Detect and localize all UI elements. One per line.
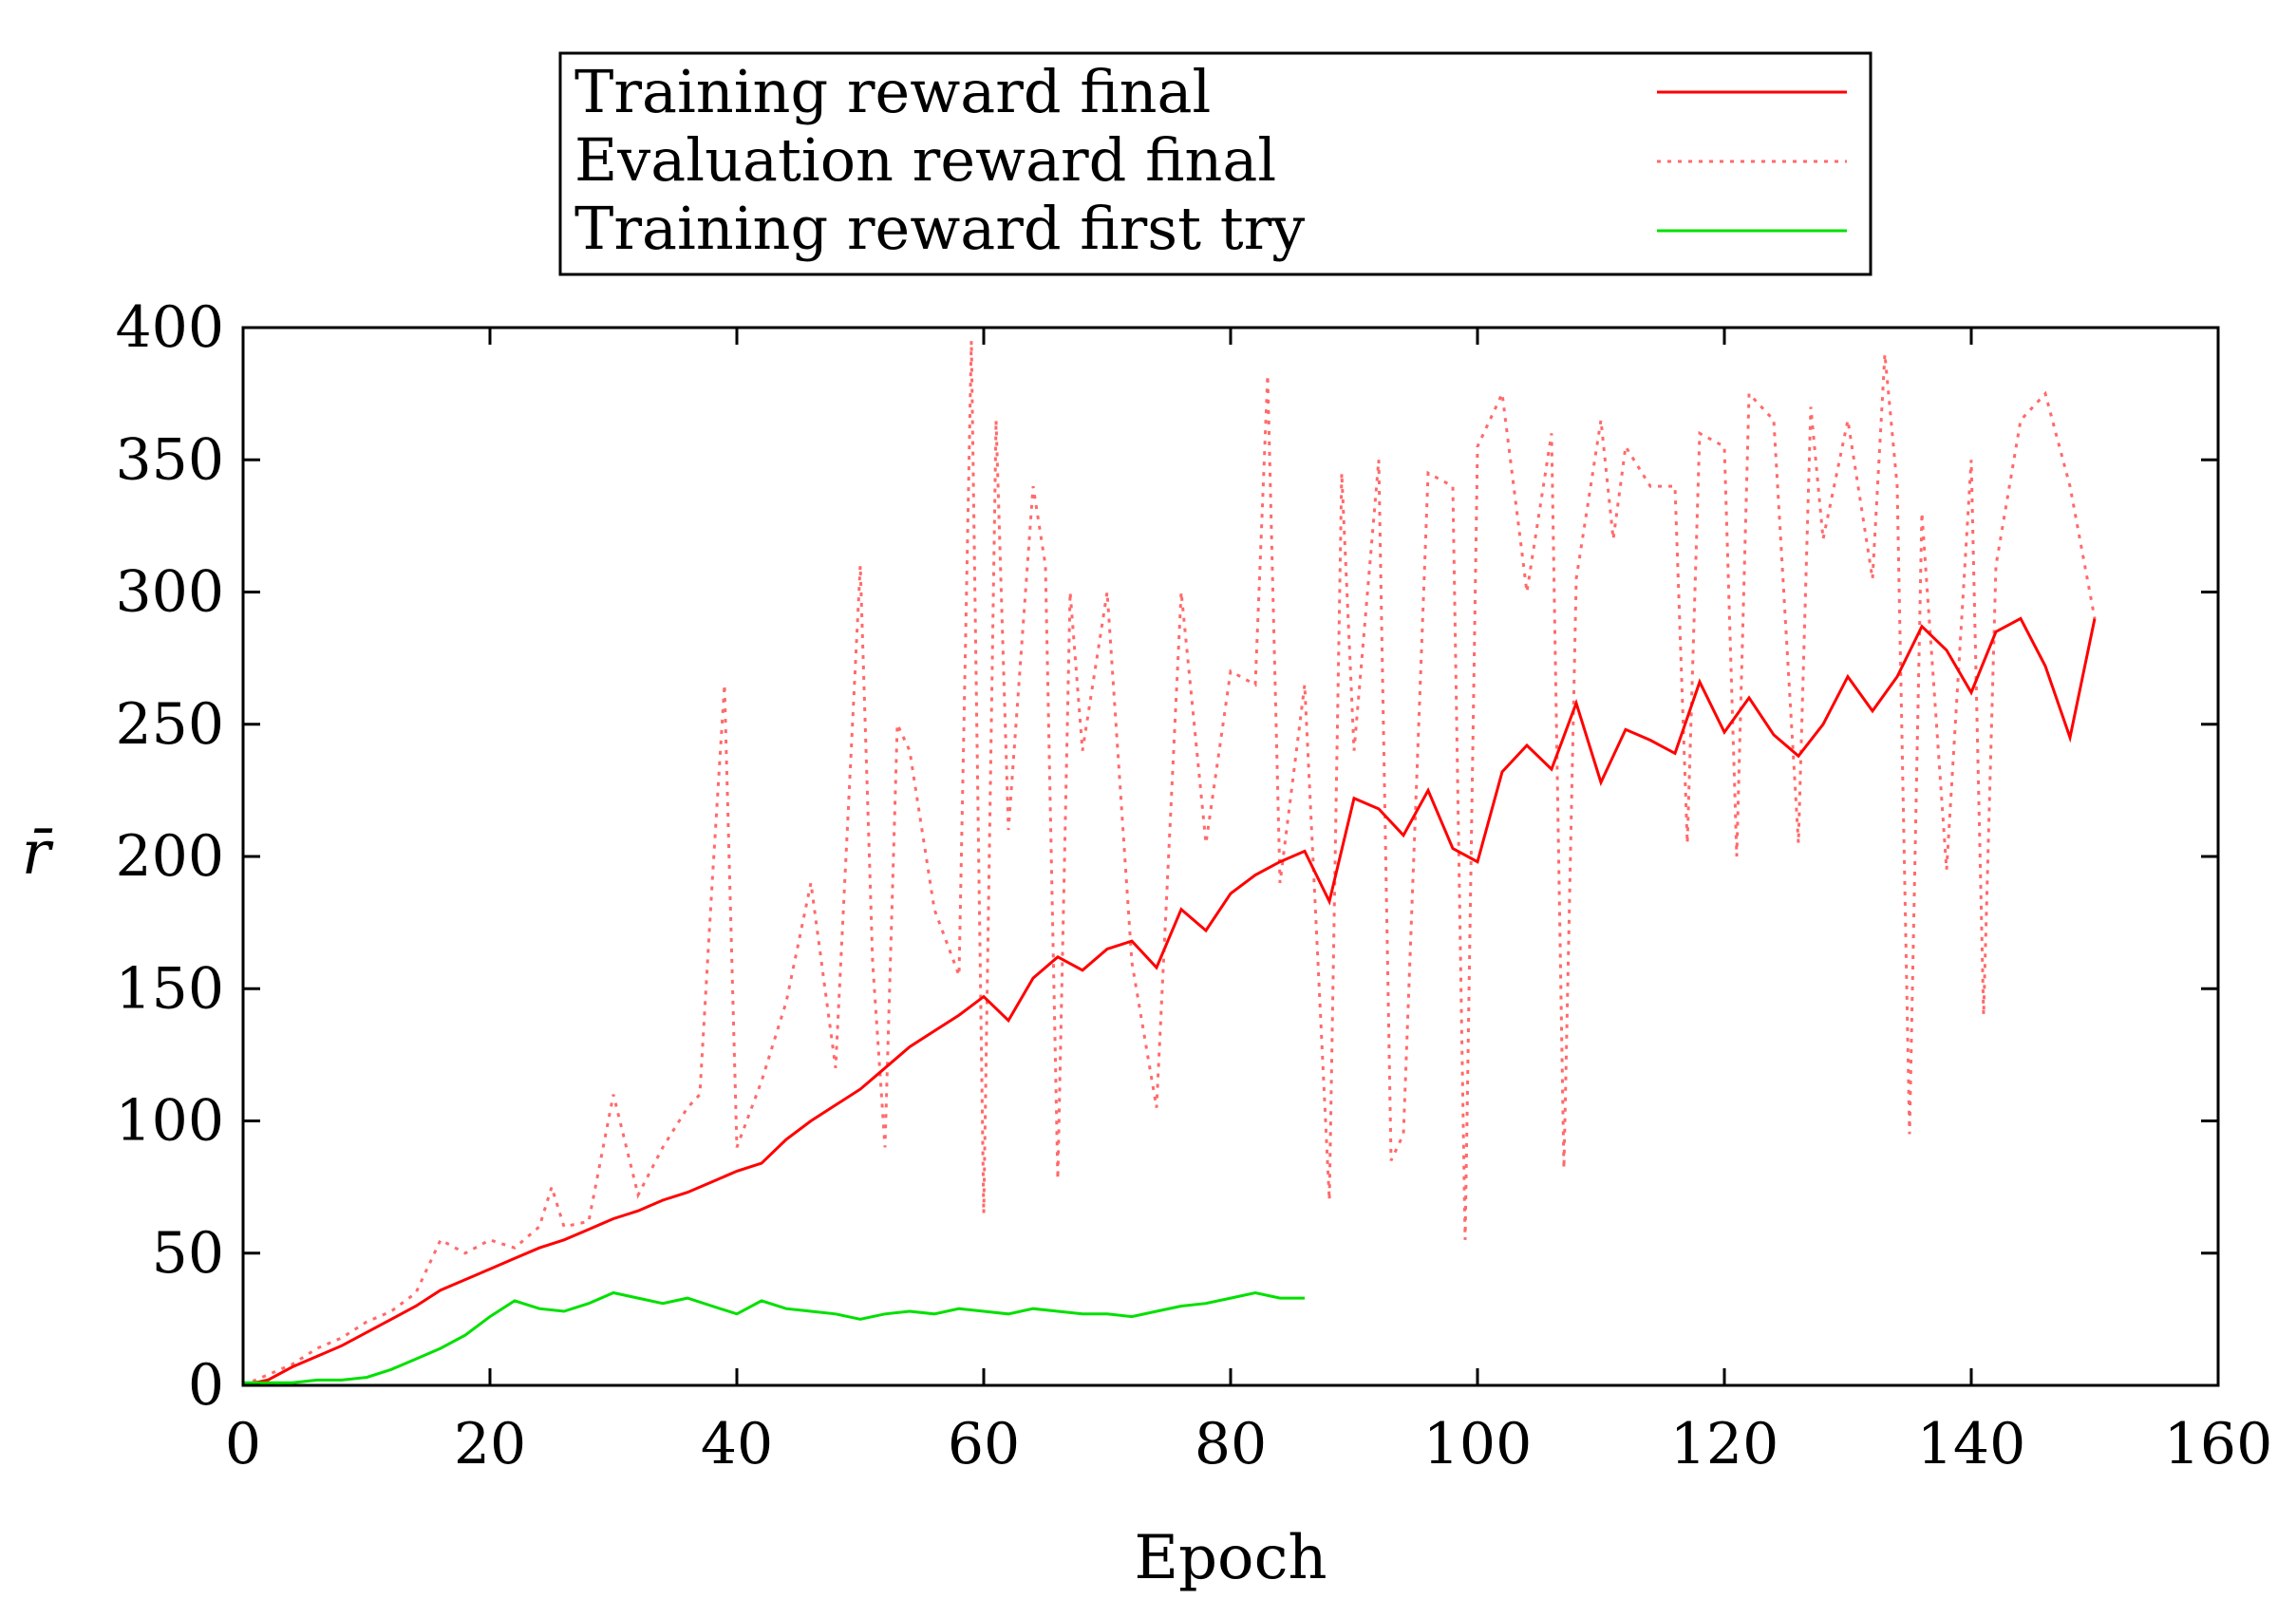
x-tick-label: 0 <box>225 1411 261 1477</box>
x-tick-label: 80 <box>1195 1411 1267 1477</box>
y-tick-label: 350 <box>115 426 224 493</box>
x-axis-label: Epoch <box>1134 1523 1327 1593</box>
x-tick-label: 160 <box>2164 1411 2273 1477</box>
series-line-evaluation-reward-final <box>242 340 2097 1387</box>
x-tick-labels: 0 20 40 60 80 100 120 140 160 <box>225 1411 2272 1477</box>
y-tick-label: 200 <box>115 823 224 890</box>
y-tick-labels: 0 50 100 150 200 250 300 350 400 <box>115 294 224 1419</box>
series-line-training-reward-first-try <box>243 1290 1305 1384</box>
legend-label-training-final: Training reward final <box>574 57 1211 126</box>
x-tick-label: 40 <box>701 1411 773 1477</box>
x-tick-label: 120 <box>1670 1411 1779 1477</box>
legend-label-evaluation-final: Evaluation reward final <box>574 125 1276 195</box>
legend-box <box>558 51 1873 276</box>
legend: Training reward final Evaluation reward … <box>558 51 1873 276</box>
y-tick-label: 400 <box>115 294 224 361</box>
plot-frame <box>241 326 2220 1387</box>
y-tick-label: 0 <box>188 1352 224 1419</box>
x-tick-label: 100 <box>1423 1411 1533 1477</box>
legend-label-training-first-try: Training reward first try <box>574 194 1305 263</box>
series-line-training-reward-final <box>242 616 2097 1387</box>
y-axis-label: r̄ <box>22 818 54 889</box>
series-layer <box>242 340 2097 1387</box>
y-tick-label: 150 <box>115 955 224 1022</box>
y-tick-label: 300 <box>115 559 224 626</box>
axis-ticks <box>241 326 2220 1387</box>
x-tick-label: 60 <box>948 1411 1020 1477</box>
y-tick-label: 250 <box>115 691 224 758</box>
y-tick-label: 100 <box>115 1088 224 1155</box>
x-tick-label: 20 <box>454 1411 526 1477</box>
y-tick-label: 50 <box>152 1220 224 1287</box>
x-tick-label: 140 <box>1917 1411 2026 1477</box>
